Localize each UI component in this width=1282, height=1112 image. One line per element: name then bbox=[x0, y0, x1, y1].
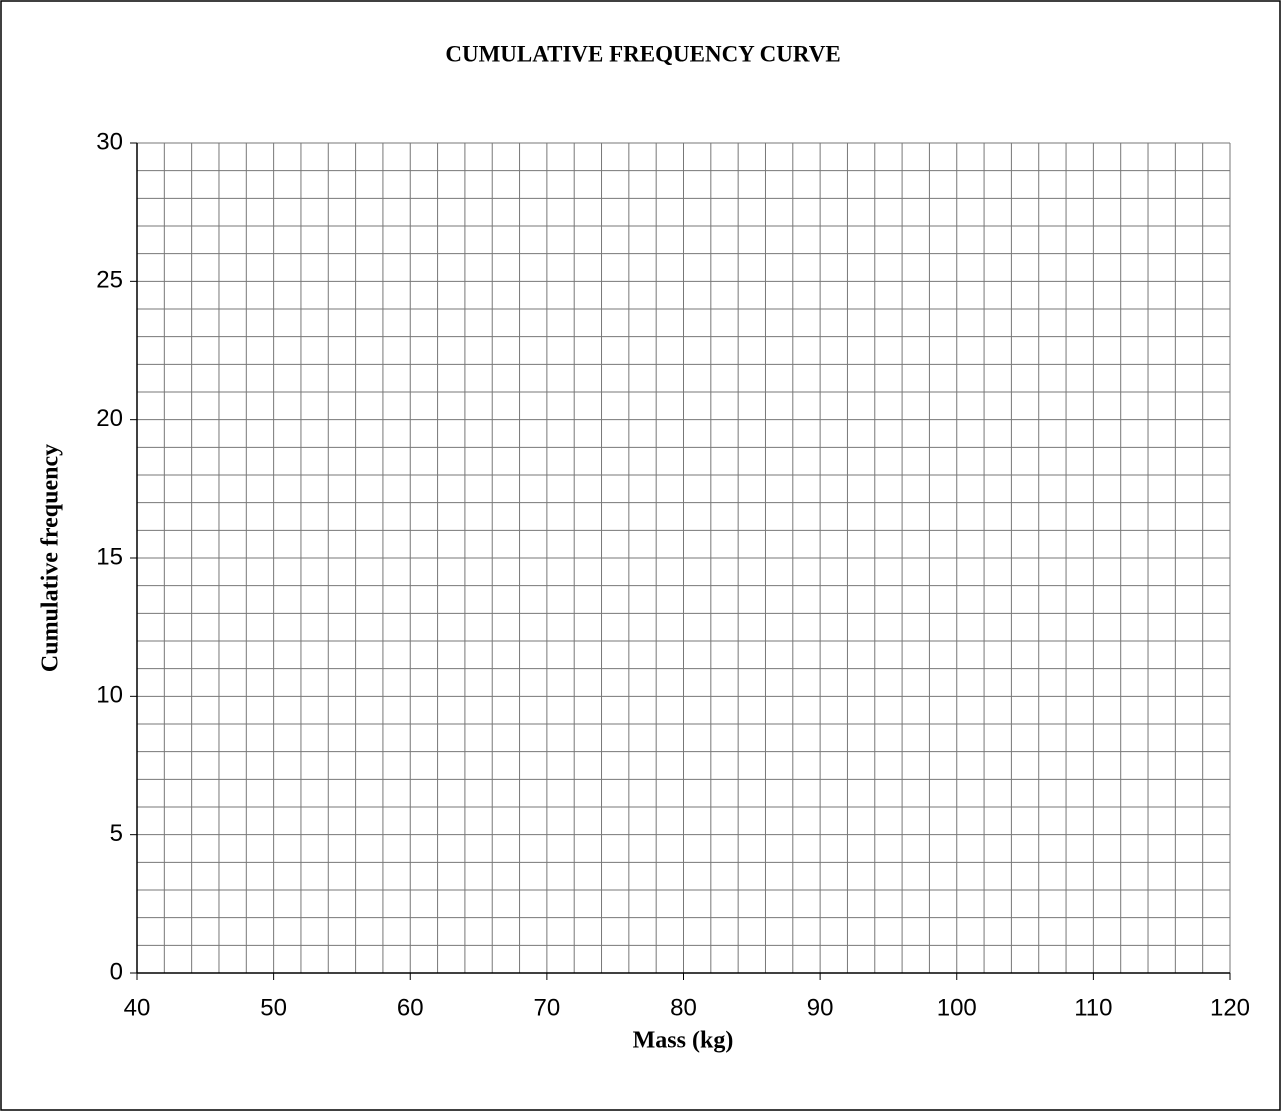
x-tick-label: 50 bbox=[260, 994, 287, 1021]
x-axis-label: Mass (kg) bbox=[633, 1028, 734, 1054]
x-tick-label: 100 bbox=[937, 994, 977, 1021]
chart-title: CUMULATIVE FREQUENCY CURVE bbox=[445, 41, 840, 66]
x-tick-label: 110 bbox=[1074, 994, 1112, 1021]
y-axis-label: Cumulative frequency bbox=[38, 444, 64, 672]
x-tick-label: 60 bbox=[397, 994, 424, 1021]
x-tick-label: 70 bbox=[534, 994, 561, 1021]
y-tick-label: 20 bbox=[96, 405, 123, 432]
x-tick-label: 40 bbox=[124, 994, 151, 1021]
y-tick-label: 15 bbox=[96, 543, 123, 570]
y-tick-label: 0 bbox=[110, 958, 123, 985]
y-tick-label: 10 bbox=[96, 682, 123, 709]
y-tick-label: 5 bbox=[110, 820, 123, 847]
x-tick-label: 80 bbox=[670, 994, 697, 1021]
y-tick-label: 30 bbox=[96, 128, 123, 155]
y-tick-label: 25 bbox=[96, 267, 123, 294]
x-tick-label: 90 bbox=[807, 994, 834, 1021]
x-tick-label: 120 bbox=[1210, 994, 1250, 1021]
